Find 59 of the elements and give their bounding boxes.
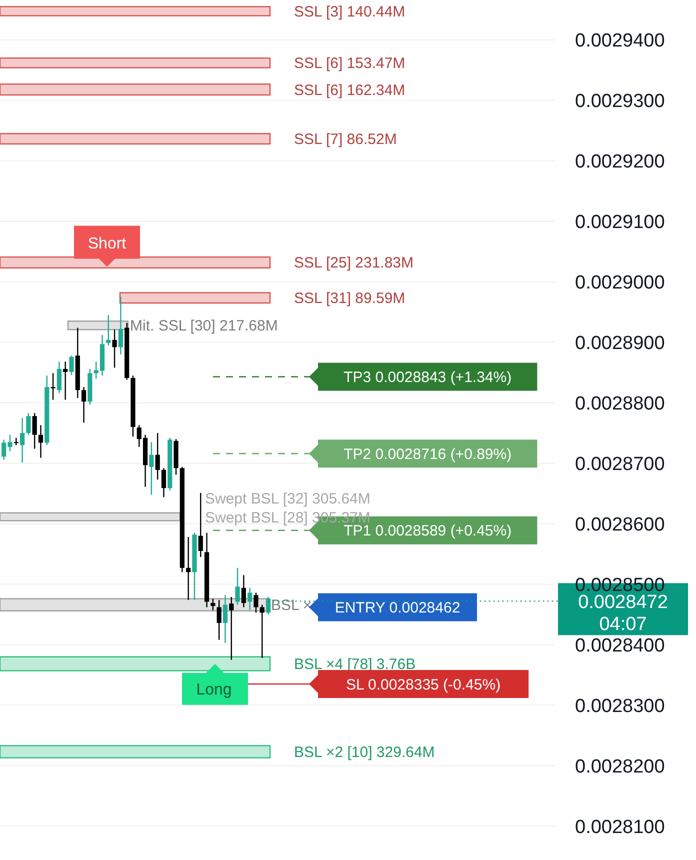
ref-line-label: ENTRY 0.0028462 xyxy=(334,599,460,616)
annotation: Long xyxy=(196,681,232,698)
candlestick xyxy=(63,361,68,400)
candlestick xyxy=(20,417,25,464)
short-tag: Short xyxy=(74,226,140,267)
y-tick-label: 0.0028900 xyxy=(575,332,665,354)
candlestick xyxy=(198,492,203,558)
y-tick-label: 0.0028400 xyxy=(575,635,665,656)
band-label: SSL [6] 162.34M xyxy=(294,82,406,99)
candlestick xyxy=(229,596,234,660)
candlestick xyxy=(254,592,258,614)
candlestick xyxy=(210,598,216,611)
y-tick-label: 0.0028700 xyxy=(575,454,665,475)
ref-line-label: TP3 0.0028843 (+1.34%) xyxy=(344,369,512,386)
annotation: Swept BSL [32] 305.64M xyxy=(205,490,370,508)
candlestick xyxy=(69,355,74,376)
y-tick-label: 0.0029000 xyxy=(575,272,665,294)
band-label: SSL [6] 153.47M xyxy=(294,55,406,72)
candlestick xyxy=(222,594,228,644)
y-tick-label: 0.0029200 xyxy=(575,152,665,173)
candlestick xyxy=(38,424,44,458)
candlestick xyxy=(216,599,222,640)
candlestick xyxy=(149,441,154,496)
candlestick xyxy=(106,314,111,346)
ref-line-label: TP2 0.0028716 (+0.89%) xyxy=(344,446,512,463)
candlestick xyxy=(241,574,246,608)
long-tag: Long xyxy=(182,664,248,705)
candlestick xyxy=(81,386,86,424)
candlestick xyxy=(266,596,271,616)
y-tick-label: 0.0029400 xyxy=(575,30,665,52)
y-tick-label: 0.0028300 xyxy=(575,696,665,717)
candlestick xyxy=(186,536,191,601)
y-tick-label: 0.0029100 xyxy=(575,212,665,233)
candlestick xyxy=(260,604,264,659)
candlestick xyxy=(112,329,117,368)
band-label: SSL [31] 89.59M xyxy=(294,290,406,308)
y-tick-label: 0.0028100 xyxy=(575,816,665,838)
candlestick xyxy=(26,412,31,436)
candlestick xyxy=(235,567,240,606)
band-label: SSL [3] 140.44M xyxy=(294,3,406,20)
y-tick-label: 0.0028200 xyxy=(575,756,665,778)
y-tick-label: 0.0028600 xyxy=(575,514,665,536)
ref-line-label: SL 0.0028335 (-0.45%) xyxy=(346,676,501,694)
candlestick xyxy=(32,412,37,450)
candlestick xyxy=(50,372,56,400)
band-label: BSL ×2 [10] 329.64M xyxy=(294,744,435,761)
y-tick-label: 0.0028800 xyxy=(575,393,665,414)
ref-line-label: 0.0028472 04:07 xyxy=(578,592,668,635)
candlestick xyxy=(155,432,160,480)
ref-line-label: TP1 0.0028589 (+0.45%) xyxy=(344,522,512,540)
candlestick xyxy=(161,468,166,498)
y-tick-label: 0.0029300 xyxy=(575,91,665,112)
band-label: SSL [7] 86.52M xyxy=(294,131,397,148)
band-label: SSL [25] 231.83M xyxy=(294,254,414,272)
annotation: Short xyxy=(88,235,127,252)
candlestick xyxy=(248,587,252,611)
band-label: Mit. SSL [30] 217.68M xyxy=(130,318,278,335)
candlestick xyxy=(56,361,62,394)
candlestick xyxy=(118,296,123,355)
